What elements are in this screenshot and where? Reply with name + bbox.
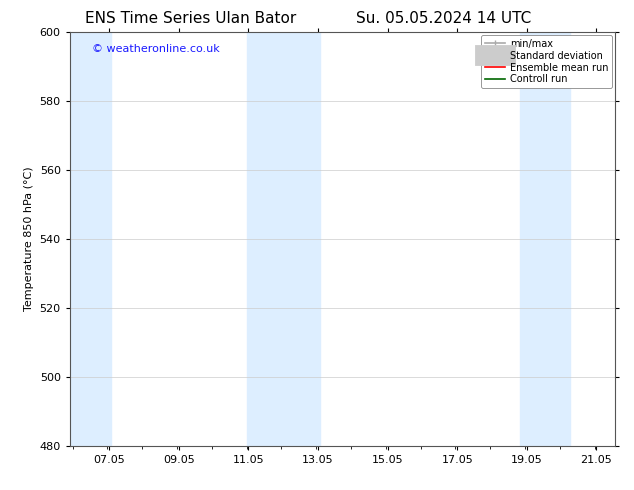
Bar (520, 32, 571, 446)
Text: Su. 05.05.2024 14 UTC: Su. 05.05.2024 14 UTC (356, 11, 531, 26)
Y-axis label: Temperature 850 hPa (°C): Temperature 850 hPa (°C) (24, 167, 34, 311)
Bar (247, 32, 320, 446)
Text: © weatheronline.co.uk: © weatheronline.co.uk (91, 44, 219, 54)
Legend: min/max, Standard deviation, Ensemble mean run, Controll run: min/max, Standard deviation, Ensemble me… (481, 35, 612, 88)
Bar (70, 32, 111, 446)
Text: ENS Time Series Ulan Bator: ENS Time Series Ulan Bator (84, 11, 296, 26)
